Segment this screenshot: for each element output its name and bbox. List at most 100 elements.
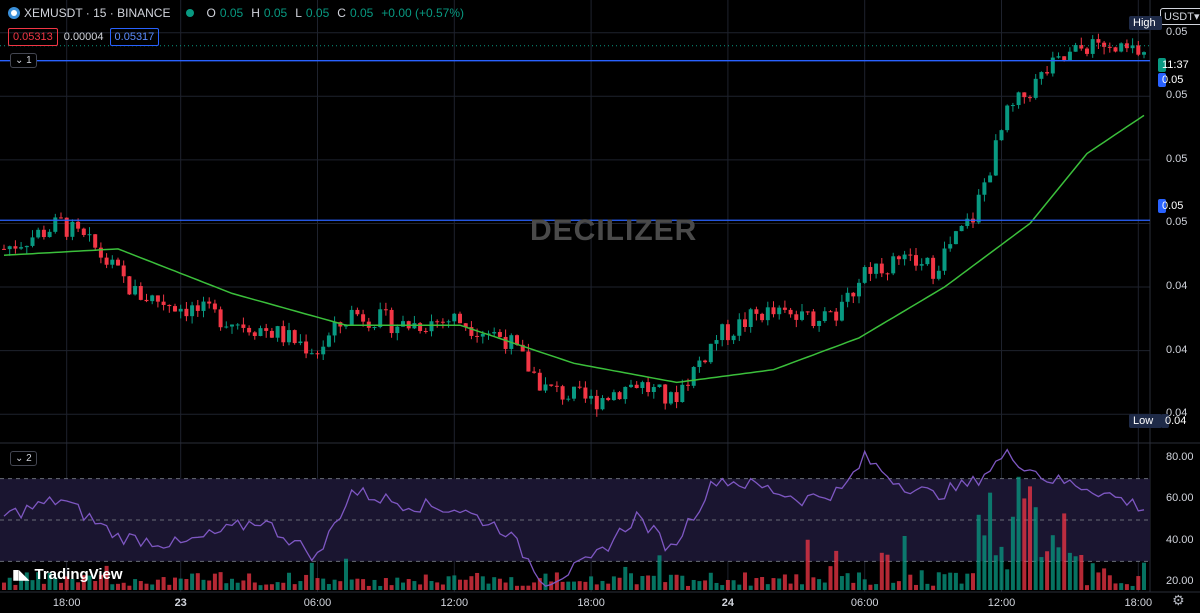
candle-body: [965, 218, 970, 226]
candle-body: [600, 398, 605, 410]
pane-2-number: 2: [26, 453, 32, 464]
candle-body: [663, 384, 668, 404]
candle-body: [834, 311, 839, 321]
price-axis-label: 0.04: [1166, 280, 1188, 293]
candle-body: [885, 273, 890, 275]
candle-body: [646, 382, 651, 392]
time-axis-label: 18:00: [1124, 597, 1153, 609]
candle-body: [212, 303, 217, 310]
candle-body: [190, 305, 195, 317]
volume-bar: [942, 574, 947, 590]
symbol-title[interactable]: XEMUSDT · 15 · BINANCE: [24, 6, 171, 20]
candle-body: [623, 386, 628, 400]
volume-bar: [828, 566, 833, 590]
volume-bar: [184, 579, 189, 590]
volume-bar: [1090, 563, 1095, 590]
volume-bar: [583, 581, 588, 590]
pane-1-number: 1: [26, 55, 32, 66]
candle-body: [87, 234, 92, 236]
candle-body: [1016, 92, 1021, 106]
candle-body: [668, 392, 673, 404]
volume-bar: [606, 583, 611, 590]
candle-body: [1050, 57, 1055, 74]
candle-body: [104, 257, 109, 265]
volume-bar: [577, 581, 582, 590]
candle-body: [429, 321, 434, 332]
volume-bar: [1113, 583, 1118, 590]
volume-bar: [252, 582, 257, 590]
candle-body: [230, 324, 234, 327]
buy-price-button[interactable]: 0.05317: [109, 28, 160, 46]
last-price-tag: 0.05: [1158, 73, 1183, 87]
volume-bar: [1136, 576, 1141, 590]
candle-body: [1067, 51, 1072, 61]
volume-bar: [41, 583, 46, 590]
candle-body: [138, 286, 143, 300]
candle-body: [1113, 47, 1118, 52]
volume-bar: [777, 578, 782, 590]
volume-bar: [988, 492, 993, 590]
candle-body: [611, 392, 616, 401]
volume-bar: [822, 582, 827, 590]
volume-bar: [1124, 584, 1129, 590]
ohlc-change: +0.00 (+0.57%): [381, 6, 465, 20]
volume-bar: [959, 583, 964, 590]
volume-bar: [686, 585, 690, 590]
market-status-icon: [186, 9, 195, 17]
volume-bar: [458, 579, 462, 590]
ohlc-low-value: 0.05: [305, 6, 330, 20]
candle-body: [1062, 56, 1067, 61]
candle-body: [332, 322, 337, 336]
pane-1-collapse-button[interactable]: ⌄ 1: [10, 53, 37, 68]
volume-bar: [2, 582, 6, 590]
candle-body: [931, 257, 936, 279]
gear-icon[interactable]: ⚙: [1172, 592, 1185, 608]
volume-bar: [167, 584, 172, 590]
volume-bar: [155, 579, 160, 590]
volume-bar: [543, 573, 548, 590]
time-axis-label: 12:00: [440, 597, 469, 609]
volume-bar: [70, 579, 75, 590]
volume-bar: [600, 580, 605, 590]
candle-body: [560, 386, 565, 400]
tradingview-logo[interactable]: ▮◣ TradingView: [12, 566, 123, 583]
volume-bar: [1073, 556, 1078, 590]
volume-bar: [138, 581, 143, 590]
candle-body: [349, 309, 354, 325]
candle-body: [697, 360, 702, 368]
currency-button[interactable]: USDT▾: [1160, 8, 1200, 25]
volume-bar: [1028, 486, 1032, 590]
candle-body: [948, 244, 953, 249]
volume-bar: [446, 576, 451, 590]
pane-2-collapse-button[interactable]: ⌄ 2: [10, 451, 37, 466]
candle-body: [361, 314, 366, 322]
sell-price-button[interactable]: 0.05313: [8, 28, 58, 46]
volume-bar: [98, 574, 103, 590]
volume-bar: [212, 573, 217, 590]
candle-body: [1079, 45, 1084, 49]
candle-body: [395, 326, 400, 334]
candle-body: [81, 228, 86, 236]
volume-bar: [651, 575, 656, 590]
candle-body: [218, 309, 223, 328]
volume-bar: [617, 577, 622, 590]
volume-bar: [1062, 513, 1067, 590]
volume-bar: [965, 573, 970, 590]
volume-bar: [309, 562, 314, 590]
volume-bar: [589, 576, 594, 590]
volume-bar: [800, 584, 804, 590]
volume-bar: [110, 584, 115, 590]
volume-bar: [287, 572, 291, 590]
volume-bar: [486, 583, 491, 590]
candle-body: [953, 231, 958, 245]
volume-bar: [834, 550, 839, 590]
candle-body: [1056, 56, 1061, 58]
candle-body: [418, 323, 423, 331]
volume-bar: [13, 584, 18, 590]
ohlc-low-key: L: [295, 6, 302, 20]
candle-body: [583, 387, 588, 399]
candle-body: [1028, 97, 1032, 99]
volume-bar: [560, 581, 565, 590]
candle-body: [896, 256, 901, 260]
